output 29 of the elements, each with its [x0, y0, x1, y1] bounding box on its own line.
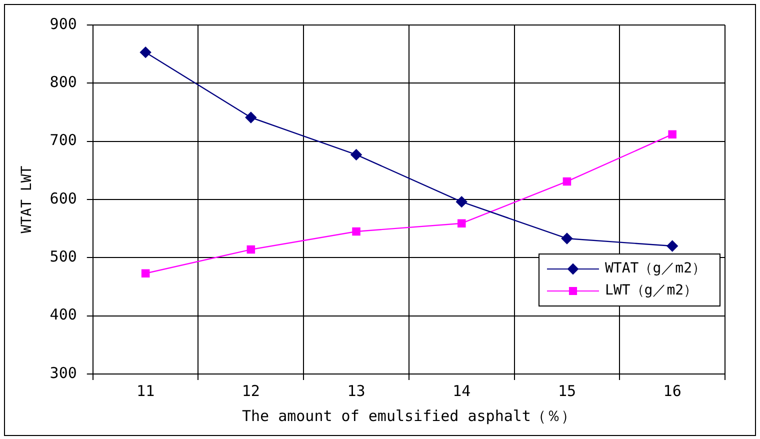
x-tick-label: 11: [136, 382, 155, 400]
point: [457, 219, 466, 228]
y-tick-label: 300: [50, 364, 77, 382]
y-tick-label: 800: [50, 73, 77, 92]
y-tick-label: 500: [50, 248, 77, 266]
x-tick-label: 13: [347, 382, 366, 400]
x-tick-label: 14: [452, 382, 471, 400]
y-tick-label: 700: [50, 131, 77, 150]
point: [141, 269, 150, 278]
y-tick-label: 600: [50, 189, 77, 208]
point: [456, 196, 468, 208]
point: [246, 245, 256, 254]
y-tick-label: 900: [50, 14, 77, 33]
y-axis-title: WTAT LWT: [19, 165, 36, 234]
point: [668, 130, 676, 138]
x-axis-title: The amount of emulsified asphalt（％）: [242, 406, 576, 425]
x-tick-label: 15: [558, 382, 576, 400]
y-tick-label: 400: [50, 306, 77, 324]
point: [666, 240, 678, 252]
point: [140, 46, 152, 58]
x-tick-label: 12: [242, 382, 260, 400]
point: [561, 232, 573, 244]
point: [245, 112, 257, 124]
point: [352, 227, 360, 236]
legend-label: LWT（g／m2）: [605, 282, 698, 299]
x-tick-label: 16: [663, 382, 682, 400]
point: [562, 177, 572, 186]
point: [350, 149, 362, 160]
legend-label: WTAT（g／m2）: [605, 260, 706, 277]
